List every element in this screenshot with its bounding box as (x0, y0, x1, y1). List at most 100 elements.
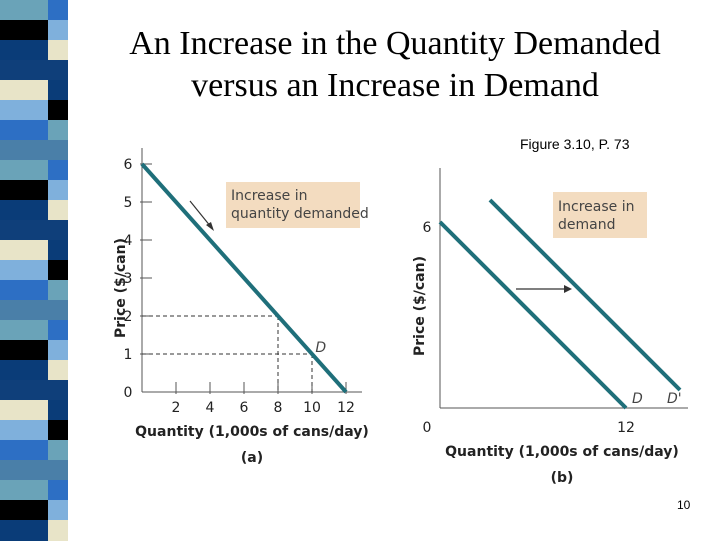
panel-b-y-tick-6: 6 (423, 220, 432, 236)
panel-a-x-tick-label: 12 (337, 400, 355, 416)
strip-accent (48, 320, 68, 341)
strip-block (0, 40, 68, 61)
strip-accent (48, 500, 68, 521)
strip-block (0, 460, 68, 481)
strip-block (0, 340, 68, 361)
strip-block (0, 480, 68, 501)
strip-accent (48, 100, 68, 121)
strip-accent (48, 120, 68, 141)
strip-block (0, 400, 68, 421)
strip-block (0, 20, 68, 41)
strip-accent (48, 260, 68, 281)
strip-accent (48, 60, 68, 81)
strip-accent (48, 160, 68, 181)
panel-b-demand-curve-d-prime (488, 198, 682, 392)
panel-b: 6 0 12 D D' Increase in demand Price ($/… (412, 168, 688, 486)
panel-b-x-axis-label: Quantity (1,000s of cans/day) (445, 444, 679, 460)
strip-block (0, 500, 68, 521)
strip-accent (48, 220, 68, 241)
panel-b-y-axis-label: Price ($/can) (412, 256, 428, 356)
strip-accent (48, 240, 68, 261)
strip-block (0, 140, 68, 161)
panel-a-x-tick-label: 8 (274, 400, 283, 416)
panel-a-annotation-line-1: Increase in (231, 188, 307, 204)
panel-b-demand-curve-d (438, 220, 628, 410)
panel-a-y-tick-label: 4 (124, 233, 133, 249)
strip-block (0, 380, 68, 401)
panel-a-title: (a) (241, 450, 263, 466)
strip-block (0, 200, 68, 221)
panel-a-guide-lines (142, 315, 313, 392)
strip-accent (48, 280, 68, 301)
strip-block (0, 360, 68, 381)
slide-title-line-1: An Increase in the Quantity Demanded (129, 25, 661, 62)
panel-a-x-tick-label: 4 (206, 400, 215, 416)
page-number: 10 (677, 498, 691, 512)
panel-a-x-ticks: 2 4 6 8 10 12 (172, 382, 355, 416)
slide-title-line-2: versus an Increase in Demand (191, 67, 599, 104)
panel-b-shift-arrowhead (564, 285, 572, 293)
strip-block (0, 160, 68, 181)
strip-block (0, 120, 68, 141)
panel-a-arrow (189, 200, 212, 228)
strip-accent (48, 140, 68, 161)
panel-a-y-ticks: 0 1 2 3 4 5 6 (124, 157, 152, 401)
strip-block (0, 0, 68, 21)
strip-accent (48, 380, 68, 401)
strip-accent (48, 180, 68, 201)
panel-a-y-tick-label: 0 (124, 385, 133, 401)
panel-a-x-tick-label: 2 (172, 400, 181, 416)
strip-block (0, 440, 68, 461)
panel-b-title: (b) (551, 470, 574, 486)
panel-b-annotation-line-1: Increase in (558, 199, 634, 215)
strip-accent (48, 400, 68, 421)
panel-a-y-tick-label: 1 (124, 347, 133, 363)
strip-block (0, 60, 68, 81)
panel-b-x-tick-12: 12 (617, 420, 635, 436)
panel-a-y-tick-label: 5 (124, 195, 133, 211)
panel-a-demand-curve (140, 162, 348, 394)
panel-a-y-axis-label: Price ($/can) (113, 238, 129, 338)
panel-a-annotation-box (226, 182, 360, 228)
panel-a-demand-label: D (315, 340, 326, 356)
panel-b-annotation-box (553, 192, 647, 238)
strip-accent (48, 300, 68, 321)
strip-block (0, 260, 68, 281)
strip-block (0, 320, 68, 341)
strip-accent (48, 40, 68, 61)
strip-block (0, 100, 68, 121)
strip-block (0, 300, 68, 321)
panel-a-y-tick-label: 2 (124, 309, 133, 325)
strip-accent (48, 460, 68, 481)
panel-b-demand-label-d-prime: D' (667, 391, 682, 407)
strip-block (0, 420, 68, 441)
strip-accent (48, 20, 68, 41)
strip-block (0, 180, 68, 201)
strip-accent (48, 520, 68, 541)
strip-block (0, 240, 68, 261)
strip-accent (48, 80, 68, 101)
panel-b-demand-label-d: D (632, 391, 643, 407)
strip-accent (48, 420, 68, 441)
strip-block (0, 220, 68, 241)
figure-reference: Figure 3.10, P. 73 (520, 136, 630, 152)
panel-a-x-tick-label: 10 (303, 400, 321, 416)
panel-a-y-tick-label: 6 (124, 157, 133, 173)
strip-accent (48, 340, 68, 361)
panel-b-y-tick-0: 0 (423, 420, 432, 436)
strip-block (0, 80, 68, 101)
panel-a-annotation-line-2: quantity demanded (231, 206, 369, 222)
panel-a-x-tick-label: 6 (240, 400, 249, 416)
panel-a-arrowhead (206, 222, 214, 231)
strip-accent (48, 440, 68, 461)
panel-a-y-tick-label: 3 (124, 271, 133, 287)
panel-b-annotation-line-2: demand (558, 217, 615, 233)
panel-a-x-axis-label: Quantity (1,000s of cans/day) (135, 424, 369, 440)
strip-block (0, 520, 68, 541)
strip-accent (48, 200, 68, 221)
decorative-color-strip (0, 0, 68, 541)
strip-block (0, 280, 68, 301)
strip-accent (48, 360, 68, 381)
